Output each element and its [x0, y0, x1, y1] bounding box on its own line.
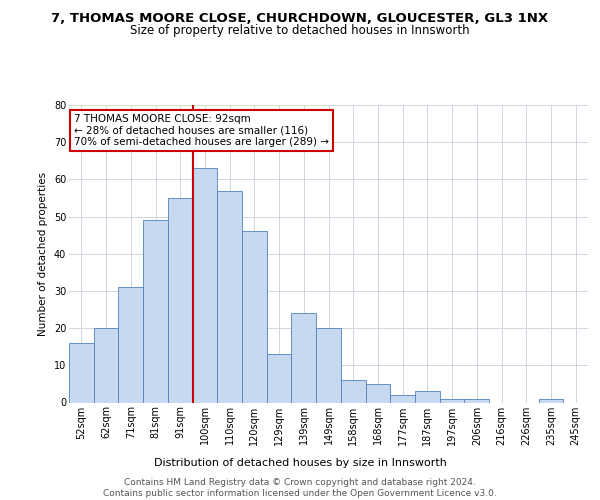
- Bar: [69, 343, 94, 402]
- Bar: [94, 328, 118, 402]
- Bar: [341, 380, 365, 402]
- Text: Size of property relative to detached houses in Innsworth: Size of property relative to detached ho…: [130, 24, 470, 37]
- Y-axis label: Number of detached properties: Number of detached properties: [38, 172, 48, 336]
- Bar: [415, 392, 440, 402]
- Bar: [267, 354, 292, 403]
- Bar: [168, 198, 193, 402]
- Bar: [217, 190, 242, 402]
- Text: Contains HM Land Registry data © Crown copyright and database right 2024.
Contai: Contains HM Land Registry data © Crown c…: [103, 478, 497, 498]
- Text: Distribution of detached houses by size in Innsworth: Distribution of detached houses by size …: [154, 458, 446, 468]
- Bar: [539, 399, 563, 402]
- Bar: [193, 168, 217, 402]
- Bar: [440, 399, 464, 402]
- Bar: [390, 395, 415, 402]
- Bar: [316, 328, 341, 402]
- Bar: [118, 287, 143, 403]
- Bar: [292, 313, 316, 402]
- Text: 7 THOMAS MOORE CLOSE: 92sqm
← 28% of detached houses are smaller (116)
70% of se: 7 THOMAS MOORE CLOSE: 92sqm ← 28% of det…: [74, 114, 329, 147]
- Text: 7, THOMAS MOORE CLOSE, CHURCHDOWN, GLOUCESTER, GL3 1NX: 7, THOMAS MOORE CLOSE, CHURCHDOWN, GLOUC…: [52, 12, 548, 26]
- Bar: [464, 399, 489, 402]
- Bar: [365, 384, 390, 402]
- Bar: [242, 232, 267, 402]
- Bar: [143, 220, 168, 402]
